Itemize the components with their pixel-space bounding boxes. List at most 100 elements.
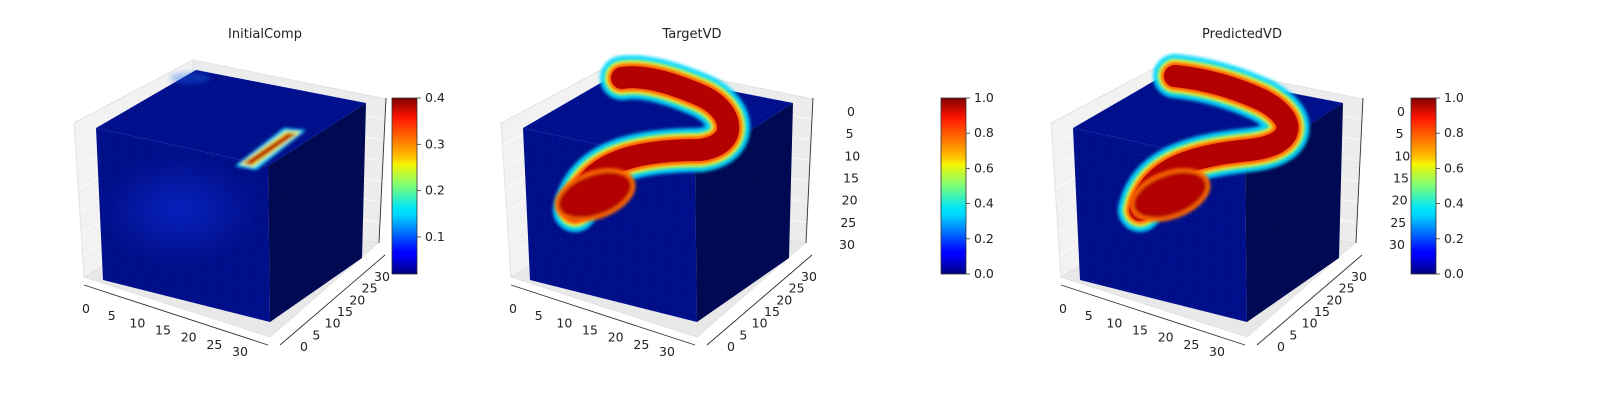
z-tick-label: 5: [1396, 126, 1404, 141]
x-tick-label: 0: [509, 301, 517, 316]
x-tick-label: 25: [206, 337, 222, 352]
colorbar-tick-label: 0.2: [425, 183, 445, 198]
panel-title: TargetVD: [661, 27, 721, 42]
y-tick-label: 30: [801, 269, 817, 284]
high-value-channel: [1118, 54, 1310, 232]
colorbar-tick-label: 0.2: [1444, 231, 1464, 246]
z-axis-line: [805, 97, 814, 244]
z-axis-line: [1355, 97, 1364, 244]
colorbar-gradient: [1410, 97, 1437, 275]
x-tick-label: 5: [535, 308, 543, 323]
low-value-region: [100, 155, 260, 265]
y-tick-label: 25: [362, 281, 378, 296]
x-tick-label: 15: [1132, 323, 1148, 338]
z-tick-label: 10: [1394, 148, 1410, 163]
z-tick-label: 25: [1390, 215, 1406, 230]
y-tick-label: 5: [739, 327, 747, 342]
colorbar-tick-label: 0.8: [974, 125, 994, 140]
y-tick-label: 25: [1339, 281, 1355, 296]
colorbar-tick-label: 0.0: [974, 266, 994, 281]
colorbar-tick-label: 0.4: [425, 90, 445, 105]
top-corner-glow: [170, 72, 210, 84]
panel-title: PredictedVD: [1202, 27, 1282, 42]
z-tick-label: 15: [1393, 171, 1409, 186]
colorbar-tick-label: 1.0: [1444, 90, 1464, 105]
colorbar-tick-label: 0.8: [1444, 125, 1464, 140]
channel-bulb: [1129, 168, 1211, 222]
colorbar-gradient: [940, 97, 967, 275]
y-tick-label: 30: [374, 269, 390, 284]
z-tick-label: 5: [846, 126, 854, 141]
z-tick-label: 20: [842, 193, 858, 208]
y-tick-label: 20: [1326, 292, 1342, 307]
x-tick-label: 20: [181, 330, 197, 345]
x-tick-label: 5: [108, 308, 116, 323]
y-tick-label: 10: [325, 316, 341, 331]
y-tick-label: 5: [1289, 327, 1297, 342]
axes: [83, 97, 387, 346]
y-axis-line: [1256, 254, 1363, 346]
colorbar-tick-label: 0.2: [974, 231, 994, 246]
colorbar-tick-label: 1.0: [974, 90, 994, 105]
z-tick-label: 0: [847, 104, 855, 119]
y-tick-label: 25: [789, 281, 805, 296]
colorbar-tick-label: 0.3: [425, 136, 445, 151]
x-tick-label: 25: [633, 337, 649, 352]
x-tick-label: 10: [1106, 315, 1122, 330]
colorbar-tick-label: 0.1: [425, 229, 445, 244]
x-tick-label: 25: [1183, 337, 1199, 352]
colorbar-tick-label: 0.6: [1444, 160, 1464, 175]
y-tick-label: 15: [1314, 304, 1330, 319]
x-tick-label: 30: [1209, 344, 1225, 359]
y-tick-label: 10: [752, 316, 768, 331]
z-tick-label: 30: [1389, 237, 1405, 252]
x-tick-label: 0: [1059, 301, 1067, 316]
y-tick-label: 0: [300, 339, 308, 354]
x-tick-label: 5: [1085, 308, 1093, 323]
y-tick-label: 15: [337, 304, 353, 319]
axes: [1060, 97, 1364, 346]
y-tick-label: 15: [764, 304, 780, 319]
z-tick-label: 0: [1397, 104, 1405, 119]
y-tick-label: 0: [727, 339, 735, 354]
x-tick-label: 30: [232, 344, 248, 359]
colorbar-tick-label: 0.4: [1444, 196, 1464, 211]
x-tick-label: 20: [608, 330, 624, 345]
colorbar: 0.0 0.2 0.4 0.6 0.8 1.0: [940, 90, 994, 281]
y-axis-line: [279, 254, 386, 346]
x-axis-line: [510, 284, 696, 346]
y-tick-label: 20: [349, 292, 365, 307]
x-tick-label: 10: [556, 315, 572, 330]
y-tick-label: 20: [776, 292, 792, 307]
x-axis-line: [1060, 284, 1246, 346]
y-tick-label: 5: [312, 327, 320, 342]
z-axis-line: [378, 97, 387, 244]
x-tick-label: 10: [129, 315, 145, 330]
z-tick-label: 25: [840, 215, 856, 230]
high-value-channel: [553, 55, 751, 232]
x-tick-label: 20: [1158, 330, 1174, 345]
x-tick-label: 30: [659, 344, 675, 359]
y-tick-label: 0: [1277, 339, 1285, 354]
high-value-bar: [235, 128, 306, 170]
x-tick-label: 0: [82, 301, 90, 316]
x-tick-label: 15: [582, 323, 598, 338]
y-axis-line: [706, 254, 813, 346]
x-tick-label: 15: [155, 323, 171, 338]
colorbar-gradient: [391, 97, 418, 275]
z-tick-label: 10: [844, 148, 860, 163]
colorbar-tick-label: 0.4: [974, 196, 994, 211]
panel-title: InitialComp: [228, 27, 302, 42]
colorbar: 0.1 0.2 0.3 0.4: [391, 90, 445, 275]
colorbar-tick-label: 0.0: [1444, 266, 1464, 281]
z-tick-label: 20: [1392, 193, 1408, 208]
y-tick-label: 10: [1302, 316, 1318, 331]
y-tick-label: 30: [1351, 269, 1367, 284]
